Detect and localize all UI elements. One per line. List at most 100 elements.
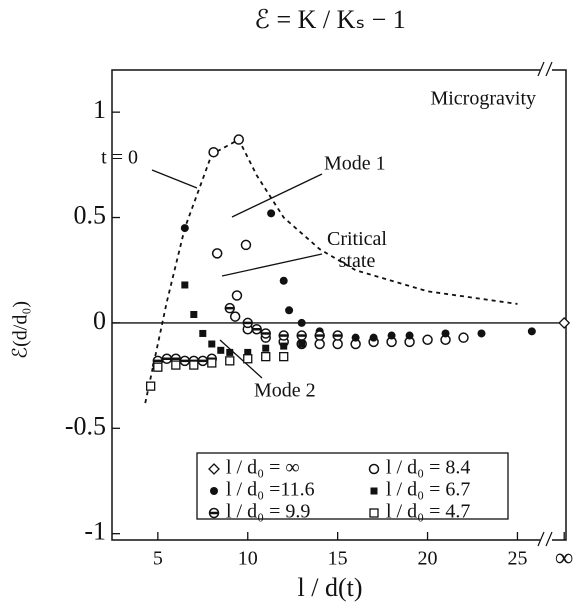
circle [210, 487, 218, 495]
data-point [267, 209, 276, 218]
data-point [296, 330, 307, 341]
circle [477, 329, 486, 338]
t0-curve [144, 138, 518, 404]
square [280, 342, 288, 350]
circle [267, 209, 276, 218]
annotation: Microgravity [430, 88, 536, 110]
circle [422, 334, 433, 346]
square [261, 351, 271, 362]
chart-title: ℰ = K / Kₛ − 1 [254, 5, 406, 34]
data-point [387, 331, 396, 340]
data-point [458, 332, 469, 343]
square [226, 348, 234, 356]
data-point [422, 334, 433, 346]
square [279, 351, 289, 362]
circle [405, 331, 414, 340]
circle [211, 248, 223, 259]
legend-label: l / d₀ = 9.9 [226, 501, 310, 523]
legend-label: l / d₀ =11.6 [226, 479, 315, 501]
data-point [225, 356, 235, 366]
data-point [261, 351, 271, 362]
data-point [229, 311, 241, 322]
square [244, 348, 252, 356]
circle [231, 290, 243, 301]
data-point [260, 328, 271, 339]
legend-item: l / d₀ = ∞ [208, 457, 300, 479]
data-point [285, 306, 294, 315]
square [243, 354, 253, 364]
y-tick-label: 1 [93, 95, 106, 124]
data-point [208, 146, 219, 158]
x-axis-label: l / d(t) [298, 573, 363, 602]
x-tick-label: 15 [328, 548, 348, 570]
legend-label: l / d₀ = 4.7 [386, 501, 470, 523]
circle [351, 333, 360, 342]
legend-item: l / d₀ = 4.7 [369, 501, 470, 523]
data-point [181, 281, 189, 289]
data-point [243, 354, 253, 364]
legend-item: l / d₀ =11.6 [210, 479, 315, 501]
circle [279, 276, 288, 285]
square [225, 356, 235, 366]
circle [527, 327, 536, 336]
data-point [280, 342, 288, 350]
data-point [161, 353, 173, 364]
circle [297, 318, 306, 327]
legend-item: l / d₀ = 6.7 [370, 479, 470, 501]
square [153, 362, 163, 372]
data-point [369, 333, 378, 342]
circle [387, 331, 396, 340]
annotation: Mode 1 [324, 153, 386, 175]
circle [240, 239, 252, 251]
data-point [351, 333, 360, 342]
data-point [251, 323, 262, 335]
circle [233, 134, 245, 145]
data-point [197, 355, 209, 367]
square [190, 310, 198, 318]
data-point [332, 330, 343, 341]
square [199, 329, 207, 337]
legend-label: l / d₀ = ∞ [226, 457, 300, 479]
annotation: Critical state [327, 228, 387, 272]
y-tick-label: -0.5 [65, 411, 106, 440]
data-point [180, 224, 189, 233]
data-point [217, 346, 225, 354]
annotation: t = 0 [101, 147, 138, 169]
circle [180, 224, 189, 233]
data-point [405, 331, 414, 340]
square [369, 508, 379, 518]
circle [314, 338, 325, 350]
legend-label: l / d₀ = 6.7 [386, 479, 470, 501]
data-point [262, 344, 270, 352]
square [146, 381, 156, 391]
square [189, 360, 199, 370]
data-point [231, 290, 243, 301]
data-point [171, 360, 181, 370]
legend-label: l / d₀ = 8.4 [386, 457, 470, 479]
data-point [179, 355, 191, 367]
data-point [190, 310, 198, 318]
square [217, 346, 225, 354]
legend-item: l / d₀ = 8.4 [368, 457, 470, 479]
x-tick-label: 20 [418, 548, 438, 570]
data-point [314, 330, 325, 341]
circle [441, 329, 450, 338]
square [171, 360, 181, 370]
y-tick-label: -1 [84, 517, 106, 546]
square [208, 340, 216, 348]
data-point [558, 316, 571, 329]
data-point [332, 338, 343, 350]
circle [285, 306, 294, 315]
data-point [240, 239, 252, 251]
data-point [278, 330, 289, 341]
data-point [199, 329, 207, 337]
data-point [242, 317, 254, 329]
x-tick-label: 25 [507, 548, 527, 570]
circle [369, 333, 378, 342]
square [207, 358, 217, 368]
legend-box [196, 452, 509, 520]
data-point [208, 340, 216, 348]
data-point [298, 340, 306, 348]
square [370, 487, 378, 495]
